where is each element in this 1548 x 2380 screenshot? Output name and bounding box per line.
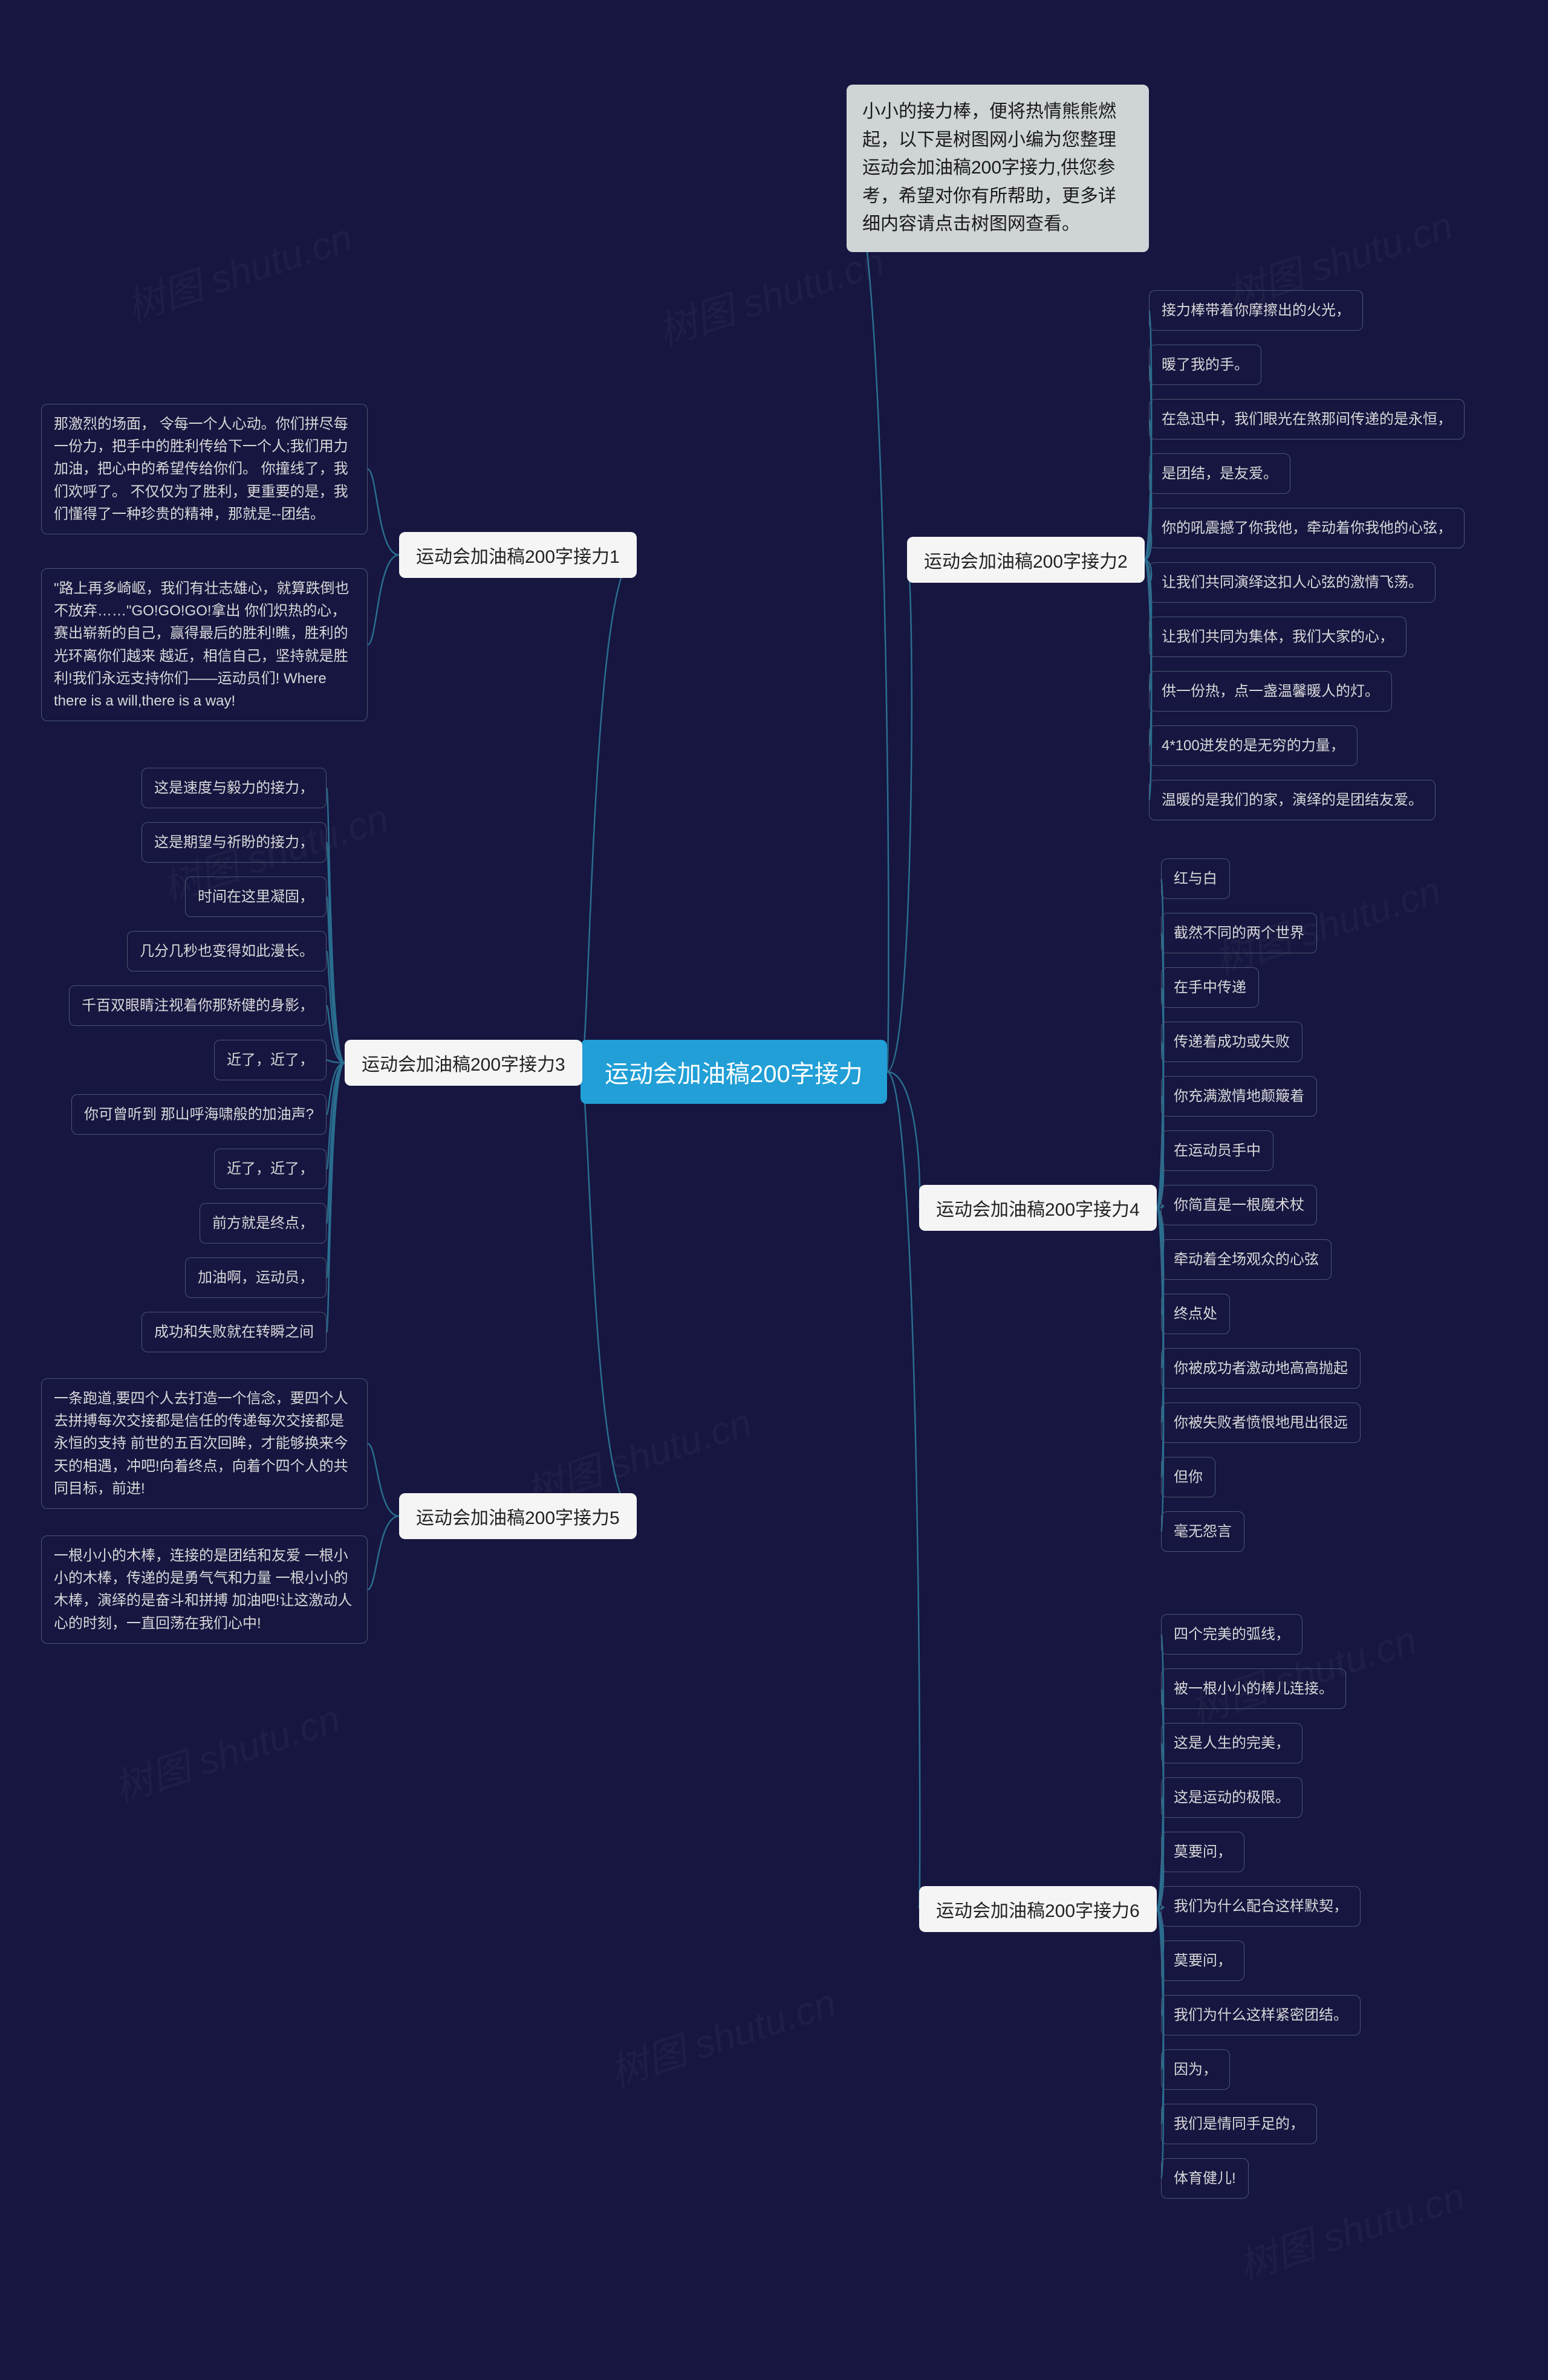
leaf-b4-7: 牵动着全场观众的心弦 [1161, 1239, 1332, 1280]
leaf-b6-7: 我们为什么这样紧密团结。 [1161, 1995, 1361, 2035]
leaf-b3-7: 近了，近了， [214, 1149, 327, 1189]
leaf-b3-2: 时间在这里凝固， [185, 877, 327, 917]
leaf-b4-2: 在手中传递 [1161, 967, 1259, 1008]
branch-b4: 运动会加油稿200字接力4 [919, 1185, 1157, 1231]
leaf-b2-0: 接力棒带着你摩擦出的火光， [1149, 290, 1363, 331]
leaf-b6-1: 被一根小小的棒儿连接。 [1161, 1668, 1346, 1709]
leaf-b6-8: 因为， [1161, 2049, 1230, 2090]
branch-b2: 运动会加油稿200字接力2 [907, 537, 1145, 583]
leaf-b5-0: 一条跑道,要四个人去打造一个信念，要四个人去拼搏每次交接都是信任的传递每次交接都… [41, 1378, 368, 1509]
leaf-b3-6: 你可曾听到 那山呼海啸般的加油声? [71, 1094, 327, 1135]
leaf-b3-1: 这是期望与祈盼的接力， [141, 822, 327, 863]
leaf-b1-1: "路上再多崎岖，我们有壮志雄心，就算跌倒也不放弃……"GO!GO!GO!拿出 你… [41, 568, 368, 721]
leaf-b2-5: 让我们共同演绎这扣人心弦的激情飞荡。 [1149, 562, 1436, 603]
leaf-b4-5: 在运动员手中 [1161, 1130, 1273, 1171]
leaf-b5-1: 一根小小的木棒，连接的是团结和友爱 一根小小的木棒，传递的是勇气气和力量 一根小… [41, 1535, 368, 1644]
leaf-b4-6: 你简直是一根魔术杖 [1161, 1185, 1317, 1225]
branch-b6: 运动会加油稿200字接力6 [919, 1886, 1157, 1932]
leaf-b4-1: 截然不同的两个世界 [1161, 913, 1317, 953]
leaf-b2-3: 是团结，是友爱。 [1149, 453, 1290, 494]
leaf-b6-4: 莫要问， [1161, 1832, 1244, 1872]
leaf-b1-0: 那激烈的场面， 令每一个人心动。你们拼尽每一份力，把手中的胜利传给下一个人;我们… [41, 404, 368, 534]
watermark: 树图 shutu.cn [602, 1972, 842, 2097]
leaf-b2-4: 你的吼震撼了你我他，牵动着你我他的心弦， [1149, 508, 1465, 548]
center-node: 运动会加油稿200字接力 [580, 1040, 887, 1104]
branch-b1: 运动会加油稿200字接力1 [399, 532, 637, 578]
branch-b5: 运动会加油稿200字接力5 [399, 1493, 637, 1539]
leaf-b2-6: 让我们共同为集体，我们大家的心， [1149, 617, 1407, 657]
leaf-b6-0: 四个完美的弧线， [1161, 1614, 1302, 1655]
leaf-b3-9: 加油啊，运动员， [185, 1257, 327, 1298]
watermark: 树图 shutu.cn [118, 207, 358, 332]
leaf-b3-4: 千百双眼睛注视着你那矫健的身影， [69, 985, 327, 1026]
leaf-b4-3: 传递着成功或失败 [1161, 1022, 1302, 1062]
leaf-b4-10: 你被失败者愤恨地甩出很远 [1161, 1402, 1361, 1443]
leaf-b4-9: 你被成功者激动地高高抛起 [1161, 1348, 1361, 1389]
leaf-b2-9: 温暖的是我们的家，演绎的是团结友爱。 [1149, 780, 1436, 820]
leaf-b4-4: 你充满激情地颠簸着 [1161, 1076, 1317, 1117]
leaf-b2-1: 暖了我的手。 [1149, 345, 1261, 385]
leaf-b3-0: 这是速度与毅力的接力， [141, 768, 327, 808]
watermark: 树图 shutu.cn [106, 1688, 346, 1813]
leaf-b6-5: 我们为什么配合这样默契， [1161, 1886, 1361, 1927]
leaf-b4-8: 终点处 [1161, 1294, 1230, 1334]
leaf-b6-2: 这是人生的完美， [1161, 1723, 1302, 1763]
leaf-b2-7: 供一份热，点一盏温馨暖人的灯。 [1149, 671, 1392, 712]
leaf-b6-10: 体育健儿! [1161, 2158, 1249, 2199]
intro-box: 小小的接力棒，便将热情熊熊燃起，以下是树图网小编为您整理运动会加油稿200字接力… [847, 85, 1149, 252]
leaf-b3-5: 近了，近了， [214, 1040, 327, 1080]
leaf-b3-10: 成功和失败就在转瞬之间 [141, 1312, 327, 1352]
branch-b3: 运动会加油稿200字接力3 [345, 1040, 582, 1086]
leaf-b4-0: 红与白 [1161, 858, 1230, 899]
watermark: 树图 shutu.cn [1231, 2165, 1471, 2291]
leaf-b3-8: 前方就是终点， [200, 1203, 327, 1244]
leaf-b4-12: 毫无怨言 [1161, 1511, 1244, 1552]
leaf-b6-3: 这是运动的极限。 [1161, 1777, 1302, 1818]
leaf-b6-9: 我们是情同手足的， [1161, 2104, 1317, 2144]
leaf-b3-3: 几分几秒也变得如此漫长。 [127, 931, 327, 971]
leaf-b6-6: 莫要问， [1161, 1941, 1244, 1981]
leaf-b4-11: 但你 [1161, 1457, 1215, 1497]
leaf-b2-8: 4*100迸发的是无穷的力量， [1149, 725, 1358, 766]
leaf-b2-2: 在急迅中，我们眼光在煞那间传递的是永恒， [1149, 399, 1465, 439]
